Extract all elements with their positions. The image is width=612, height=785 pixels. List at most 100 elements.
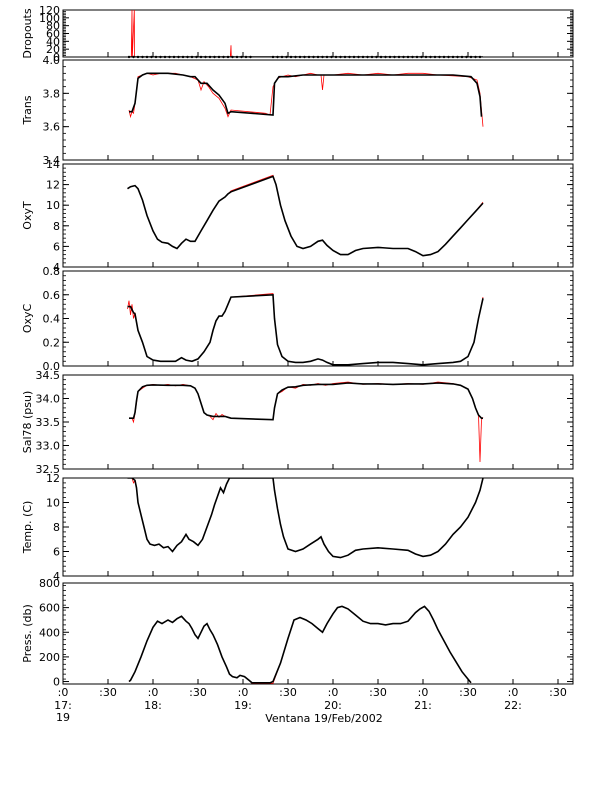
y-tick-label: 600 [39,602,60,615]
dropout-point [213,55,216,59]
panel-frame [62,9,574,58]
y-tick-label: 400 [39,626,60,639]
dropout-point [420,55,423,59]
y-axis-label: Press. (db) [21,604,34,663]
dropout-point [316,55,320,59]
dropout-point [379,55,383,59]
dropout-point [172,55,176,59]
dropout-point [343,55,347,59]
dropout-point [276,55,279,59]
x-tick-hour-label: 17: [54,699,72,712]
dropout-point [271,55,275,59]
dropout-point [478,55,482,59]
x-tick-label: :0 [508,686,519,699]
dropout-point [181,55,185,59]
x-tick-label: :0 [238,686,249,699]
y-tick-label: 14 [46,158,60,171]
y-tick-label: 33.0 [36,440,61,453]
panel-5: 4 6 8 10 12 Temp. (C) [21,472,574,583]
series-raw-line [127,478,484,559]
dropout-point [226,55,230,59]
dropout-point [406,55,410,59]
y-axis-label: OxyC [21,304,34,334]
dropout-point [132,55,135,59]
series-raw-line [129,10,483,57]
panel-1: 3.4 3.6 3.8 4.0 Trans [21,54,574,167]
y-tick-label: 80 [46,20,60,33]
y-axis-label: Temp. (C) [21,501,34,555]
dropout-point [235,55,239,59]
series-filtered-line [128,605,472,684]
dropout-point [222,55,225,59]
y-axis-label: OxyT [21,201,34,230]
y-tick-label: 0.8 [43,265,61,278]
y-tick-label: 200 [39,651,60,664]
dropout-point [199,55,203,59]
x-tick-hour-label: 19: [234,699,252,712]
dropout-point [456,55,459,59]
y-axis-label: Sal78 (psu) [21,391,34,454]
series-raw-line [127,293,484,366]
dropout-point [307,55,311,59]
dropout-point [433,55,437,59]
y-tick-label: 40 [46,35,60,48]
y-tick-label: 800 [39,577,60,590]
panel-frame [62,59,574,161]
dropout-point [312,55,315,59]
x-tick-hour-label: 20: [324,699,342,712]
dropout-point [384,55,387,59]
dropout-point [150,55,153,59]
y-tick-label: 0.0 [43,360,61,373]
y-tick-label: 0.6 [43,289,61,302]
dropout-point [190,55,194,59]
y-axis-label: Dropouts [21,8,34,58]
y-tick-label: 6 [53,546,60,559]
y-tick-label: 20 [46,43,60,56]
dropout-point [388,55,392,59]
dropout-point [298,55,302,59]
dropout-point [366,55,369,59]
dropout-point [402,55,405,59]
dropout-point [141,55,144,59]
dropout-point [195,55,198,59]
y-axis-label: Trans [21,95,34,125]
y-tick-label: 0.2 [43,336,61,349]
x-tick-label: :30 [99,686,117,699]
x-tick-label: :30 [369,686,387,699]
dropout-point [352,55,356,59]
dropout-point [348,55,351,59]
y-tick-label: 32.5 [36,463,61,476]
dropout-point [397,55,401,59]
x-tick-label: :0 [148,686,159,699]
x-tick-extra-label: 19 [56,711,70,724]
dropout-point [469,55,473,59]
series-filtered-line [127,293,484,366]
dropout-point [357,55,360,59]
y-tick-label: 3.4 [43,154,61,167]
panel-2: 4 6 8 10 12 14 OxyT [21,158,574,274]
dropout-point [240,55,243,59]
dropout-point [424,55,428,59]
dropout-point [289,55,293,59]
dropout-point [294,55,297,59]
y-tick-label: 3.6 [43,121,61,134]
x-axis-label: Ventana 19/Feb/2002 [265,712,383,725]
dropout-point [136,55,140,59]
dropout-point [303,55,306,59]
dropout-point [321,55,324,59]
dropout-point [285,55,288,59]
panel-3: 0.0 0.2 0.4 0.6 0.8 OxyC [21,265,574,373]
dropout-point [438,55,441,59]
x-tick-hour-label: 21: [414,699,432,712]
y-tick-label: 12 [46,472,60,485]
dropout-point [168,55,171,59]
panel-frame [62,477,574,577]
panel-frame [62,270,574,367]
y-tick-label: 0 [53,676,60,689]
series-filtered-line [129,72,483,117]
series-filtered-line [129,382,483,421]
dropout-point [204,55,207,59]
y-tick-label: 4.0 [43,54,61,67]
